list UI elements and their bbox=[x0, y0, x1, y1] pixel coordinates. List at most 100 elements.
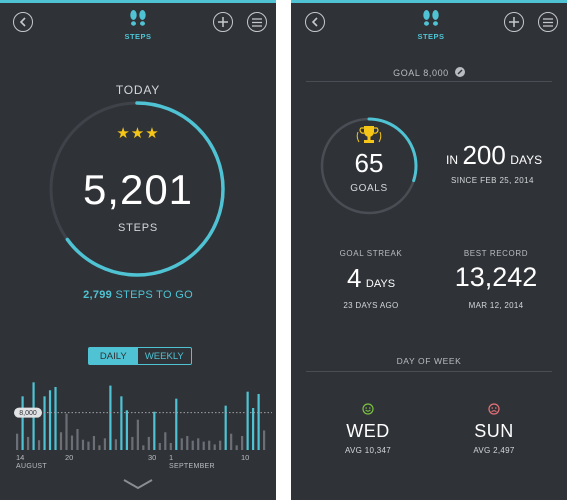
weekly-tab[interactable]: WEEKLY bbox=[144, 350, 184, 362]
chart-bar[interactable] bbox=[153, 411, 156, 450]
x-tick-label: 10 bbox=[241, 453, 249, 462]
menu-button[interactable] bbox=[538, 12, 558, 32]
back-button[interactable] bbox=[305, 12, 325, 32]
chart-bar[interactable] bbox=[125, 410, 128, 450]
best-day: WED bbox=[346, 421, 390, 441]
days-unit: DAYS bbox=[510, 153, 543, 167]
chart-bar[interactable] bbox=[224, 405, 227, 450]
chart-bar[interactable] bbox=[158, 443, 161, 450]
chart-bar[interactable] bbox=[103, 438, 107, 450]
goal-streak-value-row: 4 DAYS bbox=[316, 263, 426, 294]
goal-title: GOAL 8,000 bbox=[393, 68, 449, 78]
chart-bar[interactable] bbox=[70, 435, 74, 450]
remaining-steps: 2,799 bbox=[83, 289, 113, 301]
best-record-sub: MAR 12, 2014 bbox=[468, 301, 524, 310]
goal-streak-value: 4 bbox=[346, 263, 362, 293]
chart-bar[interactable] bbox=[213, 444, 216, 450]
chart-bar[interactable] bbox=[131, 436, 134, 450]
x-tick-label: 14 bbox=[16, 453, 24, 462]
steps-to-go: 2,799 STEPS TO GO bbox=[0, 289, 276, 301]
days-summary: IN 200 DAYS bbox=[446, 140, 542, 171]
steps-unit: STEPS bbox=[117, 222, 159, 234]
daily-steps-chart: 8,000 14 20 30 1 10 AUGUST SEPTEMBER bbox=[14, 382, 272, 470]
chart-bar[interactable] bbox=[191, 440, 194, 450]
chart-bar[interactable] bbox=[120, 396, 123, 450]
chart-bar[interactable] bbox=[169, 443, 172, 450]
month-label: AUGUST bbox=[16, 463, 47, 470]
chart-bar[interactable] bbox=[65, 413, 68, 450]
goal-streak-title: GOAL STREAK bbox=[339, 249, 403, 258]
chart-bar[interactable] bbox=[257, 394, 260, 450]
goals-count: 65 bbox=[354, 148, 384, 178]
goal-badge bbox=[14, 407, 42, 418]
chart-bar[interactable] bbox=[81, 439, 85, 450]
chart-bar[interactable] bbox=[202, 441, 205, 450]
steps-goal-stats-screen: STEPS GOAL 8,000 65 GOALS IN 200 DAYS SI… bbox=[291, 0, 567, 500]
chart-bar[interactable] bbox=[43, 396, 46, 450]
goal-streak-sub: 23 DAYS AGO bbox=[343, 301, 399, 310]
star-rating: ★★★ bbox=[116, 125, 160, 142]
daily-tab[interactable]: DAILY bbox=[89, 348, 138, 364]
chart-bar[interactable] bbox=[186, 436, 189, 450]
chart-bar[interactable] bbox=[219, 440, 222, 450]
menu-button[interactable] bbox=[247, 12, 267, 32]
header-title[interactable]: STEPS bbox=[417, 32, 445, 41]
chart-bar[interactable] bbox=[136, 419, 139, 450]
chart-bar[interactable] bbox=[21, 396, 24, 450]
chart-bar[interactable] bbox=[147, 436, 150, 450]
chart-bar[interactable] bbox=[109, 385, 112, 450]
trophy-icon bbox=[356, 126, 382, 143]
chart-bar[interactable] bbox=[16, 433, 19, 450]
chart-bar[interactable] bbox=[252, 408, 255, 450]
accent-bar bbox=[291, 0, 567, 3]
frown-icon bbox=[488, 403, 500, 415]
chevron-down-icon[interactable] bbox=[122, 478, 154, 490]
x-tick-label: 1 bbox=[169, 453, 173, 462]
chart-bar[interactable] bbox=[142, 445, 145, 450]
steps-today-screen: STEPS TODAY ★★★ 5,201 STEPS 2,799 STEPS … bbox=[0, 0, 276, 500]
x-tick-label: 20 bbox=[65, 453, 73, 462]
back-button[interactable] bbox=[13, 12, 33, 32]
chart-bar[interactable] bbox=[98, 445, 101, 450]
chart-bar[interactable] bbox=[76, 429, 79, 450]
chart-bar[interactable] bbox=[235, 445, 238, 450]
days-since: SINCE FEB 25, 2014 bbox=[451, 176, 534, 185]
goal-streak-unit: DAYS bbox=[365, 278, 396, 290]
goal-title-row[interactable]: GOAL 8,000 bbox=[291, 67, 567, 78]
chart-bar[interactable] bbox=[246, 391, 249, 450]
plus-icon bbox=[218, 17, 228, 27]
chart-bar[interactable] bbox=[37, 440, 41, 450]
chart-bar[interactable] bbox=[175, 398, 178, 450]
chart-bar[interactable] bbox=[241, 436, 244, 450]
chart-bar[interactable] bbox=[164, 432, 167, 450]
chart-bar[interactable] bbox=[180, 438, 183, 450]
chart-bars bbox=[16, 382, 266, 450]
header-title[interactable]: STEPS bbox=[124, 32, 152, 41]
chart-bar[interactable] bbox=[263, 430, 266, 450]
chart-bar[interactable] bbox=[54, 387, 57, 450]
chart-bar[interactable] bbox=[48, 390, 52, 450]
pencil-icon[interactable] bbox=[454, 67, 465, 77]
add-button[interactable] bbox=[504, 12, 524, 32]
today-label: TODAY bbox=[115, 83, 161, 97]
list-icon bbox=[252, 17, 262, 27]
plus-icon bbox=[509, 17, 519, 27]
footsteps-icon bbox=[423, 10, 439, 26]
chart-bar[interactable] bbox=[114, 439, 117, 450]
footsteps-icon bbox=[130, 10, 146, 26]
month-label: SEPTEMBER bbox=[169, 463, 215, 470]
add-button[interactable] bbox=[213, 12, 233, 32]
chart-bar[interactable] bbox=[208, 440, 211, 450]
days-count: 200 bbox=[462, 140, 506, 170]
ring-progress bbox=[49, 101, 225, 277]
chart-bar[interactable] bbox=[26, 436, 30, 450]
chart-bar[interactable] bbox=[59, 432, 63, 450]
x-tick-label: 30 bbox=[148, 453, 156, 462]
chart-bar[interactable] bbox=[230, 433, 233, 450]
chart-bar[interactable] bbox=[87, 441, 90, 450]
chart-bar[interactable] bbox=[197, 438, 200, 450]
chart-bar[interactable] bbox=[92, 436, 96, 450]
accent-bar bbox=[0, 0, 276, 3]
divider bbox=[306, 81, 552, 82]
remaining-label: STEPS TO GO bbox=[115, 289, 193, 301]
